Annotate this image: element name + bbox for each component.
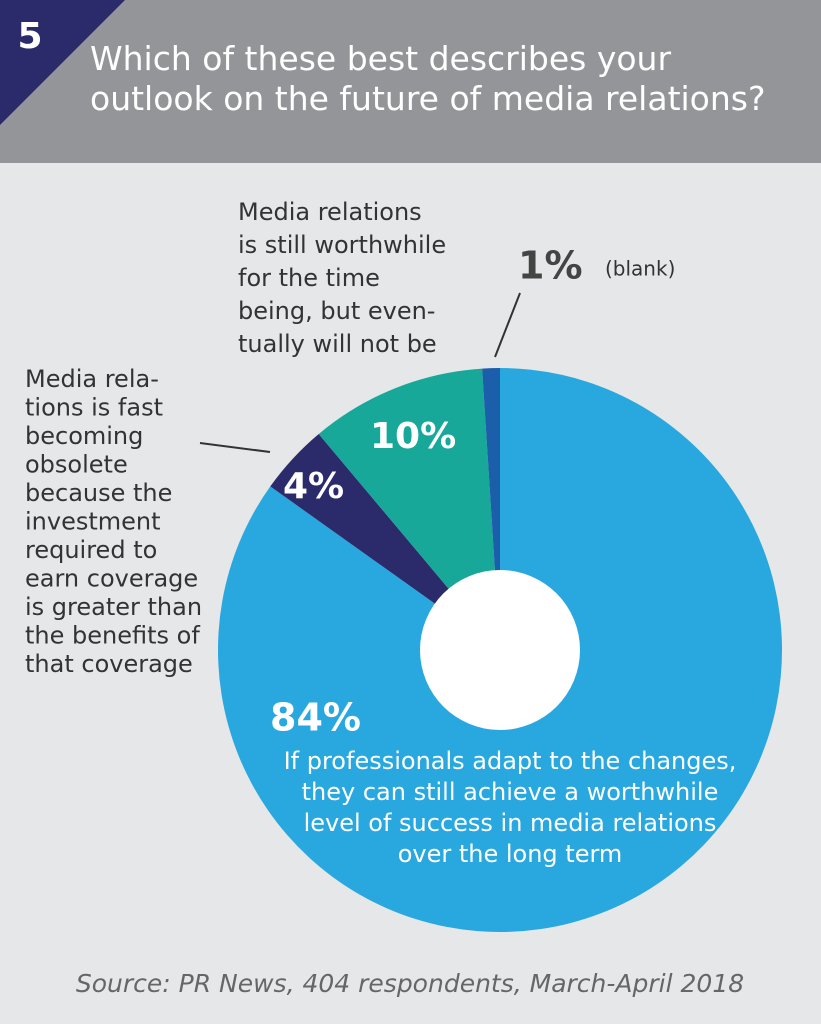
header-band <box>0 0 821 163</box>
value-label: 4% <box>283 466 344 507</box>
leader-line <box>199 442 271 453</box>
value-label: 10% <box>370 416 456 457</box>
slice-category: Media relations is still worthwhile for th… <box>238 198 446 358</box>
badge-triangle <box>0 0 125 125</box>
slice <box>318 368 500 650</box>
donut-hole <box>420 570 580 730</box>
leader-line <box>494 292 521 358</box>
source: Source: PR News, 404 respondents, March-… <box>76 969 744 998</box>
slice-category: Media rela-tions is fast becoming obsolete… <box>25 365 202 678</box>
value-label: 84% <box>270 696 361 740</box>
value-label: 1% <box>518 244 583 288</box>
badge: 5 <box>17 16 42 57</box>
slice-category: If professionals adapt to the changes, th… <box>284 747 737 868</box>
chart-title: Which of these best describes your outloo… <box>90 39 766 118</box>
slice-category: (blank) <box>605 257 675 281</box>
